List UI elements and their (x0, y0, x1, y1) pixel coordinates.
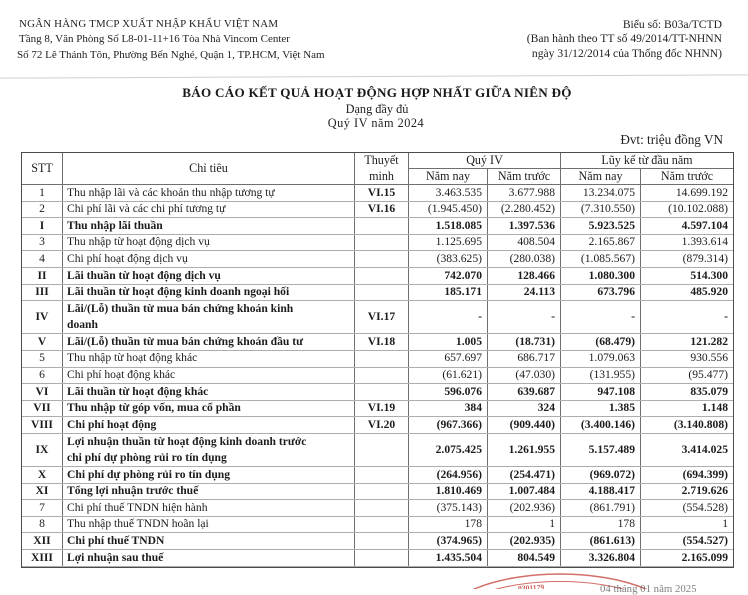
svg-text:0301179: 0301179 (518, 583, 545, 589)
